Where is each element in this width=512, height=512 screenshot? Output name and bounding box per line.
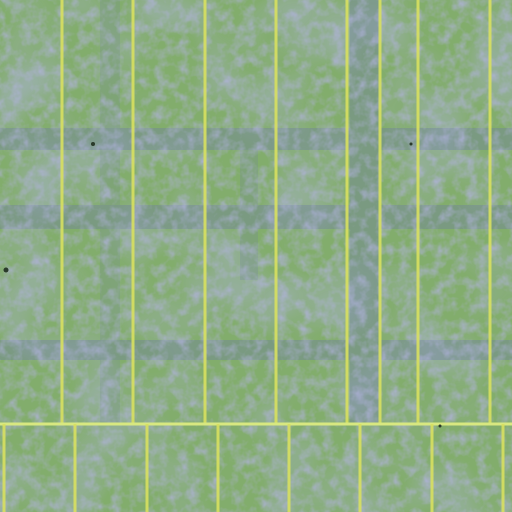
spot (409, 142, 413, 146)
spots (3, 142, 442, 428)
spot (438, 424, 442, 428)
upper-row-lines (60, 0, 492, 424)
lower-row-lines (2, 424, 505, 512)
spot (3, 267, 9, 273)
spot (91, 142, 95, 146)
